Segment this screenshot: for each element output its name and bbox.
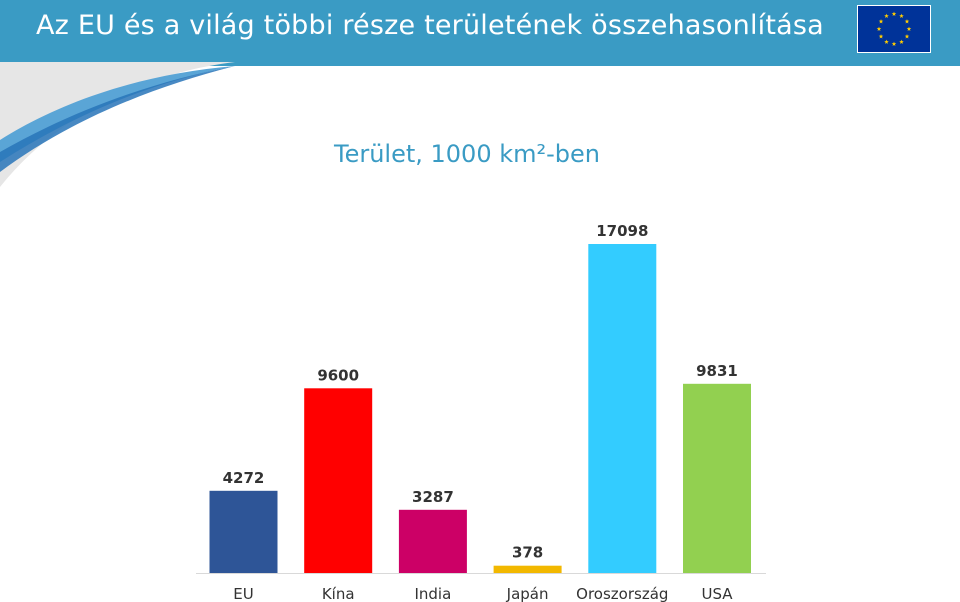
data-label-1: 9600 — [317, 366, 359, 384]
data-label-2: 3287 — [412, 488, 454, 506]
eu-flag-icon — [857, 5, 931, 53]
chart-title: Terület, 1000 km²-ben — [333, 140, 600, 168]
bar-0 — [209, 490, 278, 573]
decorative-swoosh — [0, 62, 235, 187]
flag-star — [891, 11, 897, 16]
flag-star — [899, 39, 904, 44]
data-label-3: 378 — [512, 544, 543, 562]
header-bar: Az EU és a világ többi része területének… — [0, 0, 960, 66]
flag-star — [878, 19, 884, 24]
flag-star — [884, 39, 889, 44]
flag-star — [891, 41, 897, 46]
x-tick-label-2: India — [414, 585, 451, 602]
data-label-5: 9831 — [696, 362, 738, 380]
x-tick-label-5: USA — [701, 585, 733, 602]
flag-star — [904, 34, 910, 39]
data-label-4: 17098 — [596, 222, 648, 240]
x-tick-label-4: Oroszország — [576, 585, 668, 602]
flag-star — [876, 26, 882, 31]
flag-star — [904, 19, 910, 24]
flag-star — [884, 13, 889, 18]
flag-star — [878, 34, 884, 39]
bar-1 — [304, 388, 373, 573]
flag-star — [906, 26, 912, 31]
x-tick-label-0: EU — [233, 585, 253, 602]
bar-5 — [683, 383, 751, 573]
bar-3 — [493, 565, 562, 573]
x-tick-label-3: Japán — [506, 585, 549, 602]
bar-2 — [398, 509, 467, 573]
x-tick-label-1: Kína — [322, 585, 355, 602]
bar-4 — [588, 244, 657, 573]
flag-star — [899, 13, 904, 18]
page-title: Az EU és a világ többi része területének… — [36, 10, 824, 41]
data-label-0: 4272 — [223, 469, 265, 487]
